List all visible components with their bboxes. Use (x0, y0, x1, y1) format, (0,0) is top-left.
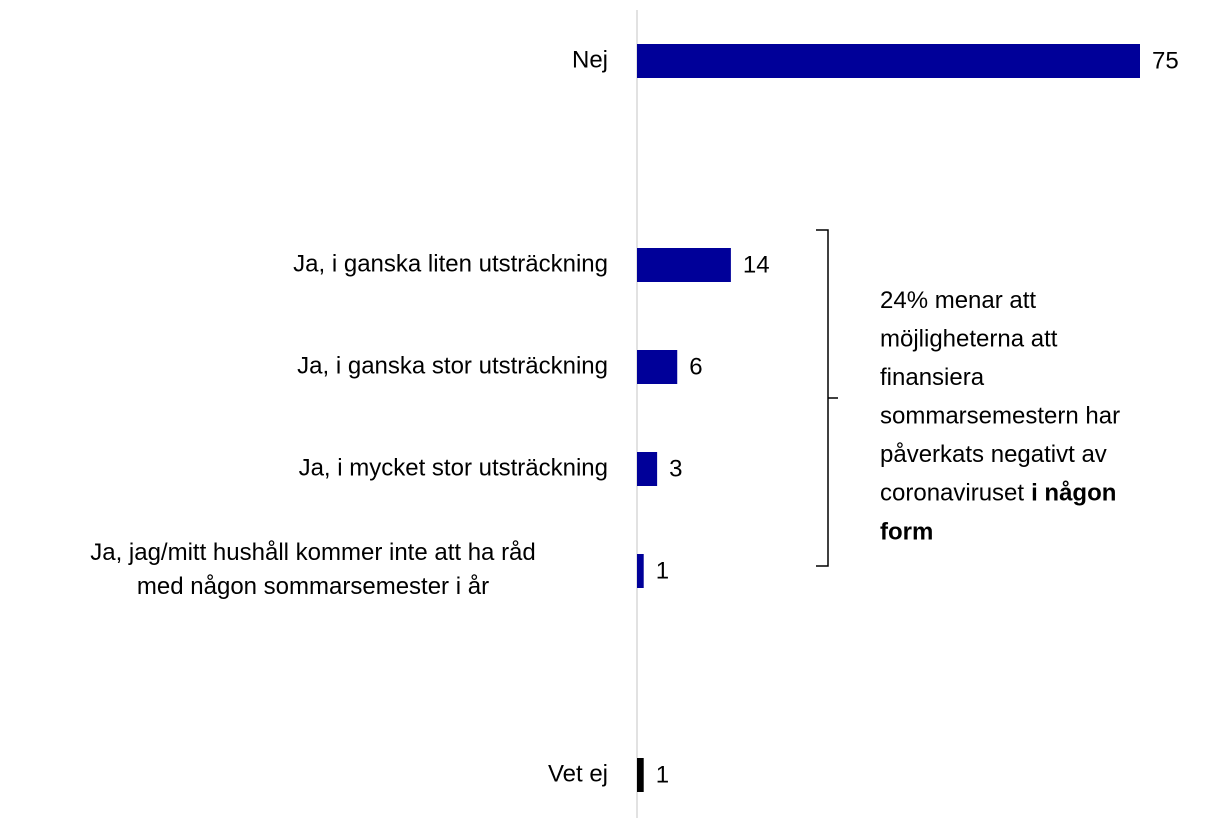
annotation-text: möjligheterna att (880, 326, 1058, 353)
category-label: Vet ej (548, 760, 608, 787)
bar (637, 44, 1140, 78)
bar (637, 554, 644, 588)
annotation-line: 24% menar att (880, 287, 1036, 314)
annotation-emphasis: i någon (1031, 480, 1116, 507)
annotation-text: påverkats negativt av (880, 441, 1107, 468)
annotation-text: sommarsemestern har (880, 403, 1120, 430)
category-label: Ja, i ganska liten utsträckning (293, 250, 608, 277)
bar (637, 248, 731, 282)
value-label: 14 (743, 251, 770, 278)
category-label: Ja, i ganska stor utsträckning (297, 352, 608, 379)
value-label: 75 (1152, 47, 1179, 74)
annotation-text: coronaviruset (880, 480, 1024, 507)
value-label: 1 (656, 761, 669, 788)
value-label: 6 (689, 353, 702, 380)
annotation-line: coronaviruset i någon (880, 480, 1116, 507)
value-label: 3 (669, 455, 682, 482)
category-label-line: med någon sommarsemester i år (137, 573, 489, 600)
bar (637, 758, 644, 792)
annotation-line: finansiera (880, 364, 985, 391)
annotation-emphasis: form (880, 518, 933, 545)
category-label: Ja, i mycket stor utsträckning (299, 454, 608, 481)
annotation-line: möjligheterna att (880, 326, 1058, 353)
annotation-text: finansiera (880, 364, 985, 391)
bar (637, 350, 678, 384)
annotation-line: sommarsemestern har (880, 403, 1120, 430)
category-label: Nej (572, 46, 608, 73)
annotation-text: 24% menar att (880, 287, 1036, 314)
category-label-line: Ja, jag/mitt hushåll kommer inte att ha … (90, 539, 536, 566)
value-label: 1 (656, 557, 669, 584)
bar (637, 452, 658, 486)
annotation-line: påverkats negativt av (880, 441, 1107, 468)
category-label: Ja, jag/mitt hushåll kommer inte att ha … (90, 539, 536, 600)
bracket (816, 229, 838, 567)
